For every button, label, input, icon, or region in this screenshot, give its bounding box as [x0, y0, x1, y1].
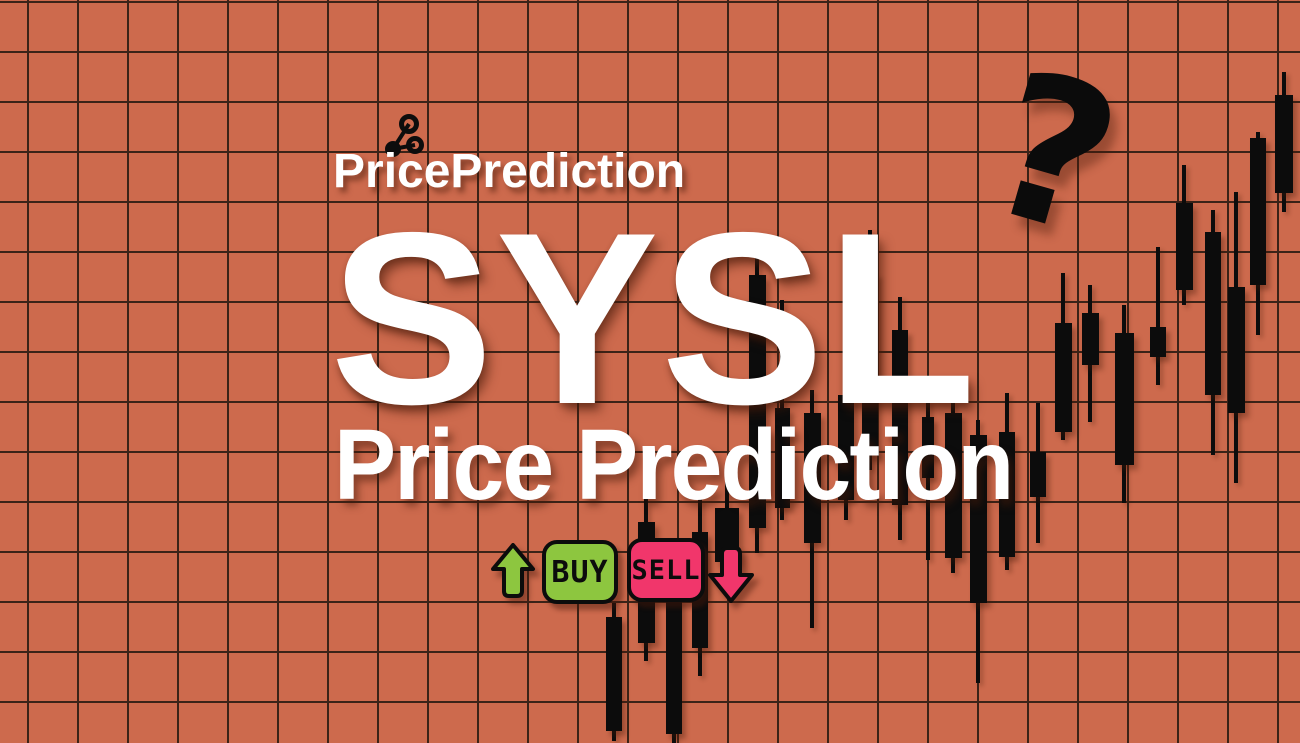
- candle-body: [999, 432, 1015, 557]
- logo-text: PricePrediction: [333, 145, 686, 198]
- candle-body: [1081, 313, 1099, 365]
- candle-body: [1227, 287, 1245, 413]
- candle-body: [666, 597, 682, 734]
- page-title: SYSL: [330, 181, 978, 455]
- candle-wick: [1156, 247, 1160, 385]
- sell-button-label: SELL: [631, 554, 701, 586]
- candle-body: [1250, 138, 1266, 285]
- page-subtitle: Price Prediction: [334, 409, 1014, 521]
- candle-body: [606, 617, 622, 731]
- candle-body: [892, 330, 908, 505]
- candle-wick: [926, 400, 930, 560]
- network-nodes-icon: [385, 114, 424, 157]
- candle-body: [1150, 327, 1166, 357]
- candle-body: [1030, 452, 1046, 497]
- candle-body: [1114, 333, 1134, 465]
- candle-body: [862, 273, 878, 455]
- candle-body: [1054, 323, 1072, 432]
- candle-body: [838, 395, 854, 500]
- candle-body: [803, 413, 821, 543]
- candle-body: [748, 275, 766, 528]
- candle-body: [774, 408, 790, 508]
- candle-body: [969, 435, 987, 603]
- down-arrow-icon: [708, 546, 754, 603]
- candle-body: [944, 413, 962, 558]
- candle-body: [1205, 232, 1221, 395]
- buy-button-label: BUY: [551, 554, 609, 590]
- sell-button[interactable]: SELL: [627, 538, 705, 602]
- up-arrow-icon: [491, 543, 535, 598]
- candle-body: [1275, 95, 1293, 193]
- buy-button[interactable]: BUY: [542, 540, 618, 604]
- candle-body: [922, 417, 934, 478]
- candle-body: [1175, 203, 1193, 290]
